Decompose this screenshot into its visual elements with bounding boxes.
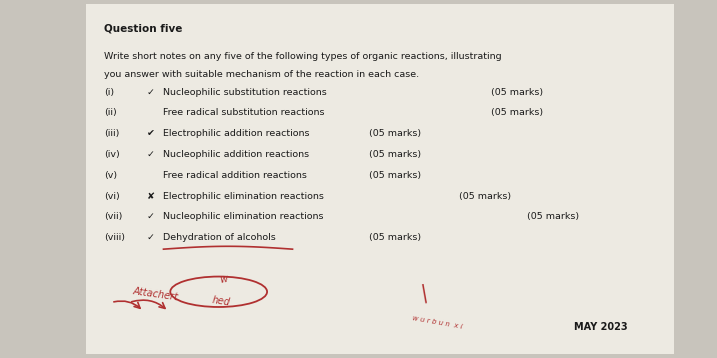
Text: hed: hed: [212, 295, 231, 308]
Text: ✘: ✘: [147, 192, 155, 200]
Text: (05 marks): (05 marks): [369, 129, 422, 138]
Text: (05 marks): (05 marks): [369, 171, 422, 180]
Text: ✓: ✓: [147, 150, 155, 159]
Text: (05 marks): (05 marks): [369, 150, 422, 159]
Text: Nucleophilic addition reactions: Nucleophilic addition reactions: [163, 150, 310, 159]
Text: ✓: ✓: [147, 88, 155, 97]
Text: Question five: Question five: [104, 23, 182, 33]
Text: (vi): (vi): [104, 192, 120, 200]
Text: (vii): (vii): [104, 212, 123, 221]
FancyBboxPatch shape: [86, 4, 674, 354]
Text: (05 marks): (05 marks): [459, 192, 511, 200]
Text: Nucleophilic substitution reactions: Nucleophilic substitution reactions: [163, 88, 327, 97]
Text: (05 marks): (05 marks): [491, 88, 543, 97]
Text: you answer with suitable mechanism of the reaction in each case.: you answer with suitable mechanism of th…: [104, 70, 419, 79]
Text: (viii): (viii): [104, 233, 125, 242]
Text: w: w: [219, 274, 228, 285]
Text: |: |: [419, 283, 429, 303]
Text: Write short notes on any five of the following types of organic reactions, illus: Write short notes on any five of the fol…: [104, 52, 502, 61]
Text: (v): (v): [104, 171, 117, 180]
Text: (ii): (ii): [104, 108, 117, 117]
Text: (iii): (iii): [104, 129, 119, 138]
Text: ✔: ✔: [147, 129, 155, 138]
Text: (05 marks): (05 marks): [369, 233, 422, 242]
Text: Dehydration of alcohols: Dehydration of alcohols: [163, 233, 276, 242]
Text: (05 marks): (05 marks): [491, 108, 543, 117]
Text: Electrophilic elimination reactions: Electrophilic elimination reactions: [163, 192, 324, 200]
Text: Electrophilic addition reactions: Electrophilic addition reactions: [163, 129, 310, 138]
Text: Nucleophilic elimination reactions: Nucleophilic elimination reactions: [163, 212, 324, 221]
Text: Free radical addition reactions: Free radical addition reactions: [163, 171, 308, 180]
Text: (05 marks): (05 marks): [527, 212, 579, 221]
Text: (iv): (iv): [104, 150, 120, 159]
Text: Free radical substitution reactions: Free radical substitution reactions: [163, 108, 325, 117]
Text: Attachert: Attachert: [133, 286, 179, 303]
Text: MAY 2023: MAY 2023: [574, 322, 627, 332]
Text: ✓: ✓: [147, 212, 155, 221]
Text: w u r b u n  x i: w u r b u n x i: [412, 315, 463, 330]
Text: (i): (i): [104, 88, 114, 97]
Text: ✓: ✓: [147, 233, 155, 242]
